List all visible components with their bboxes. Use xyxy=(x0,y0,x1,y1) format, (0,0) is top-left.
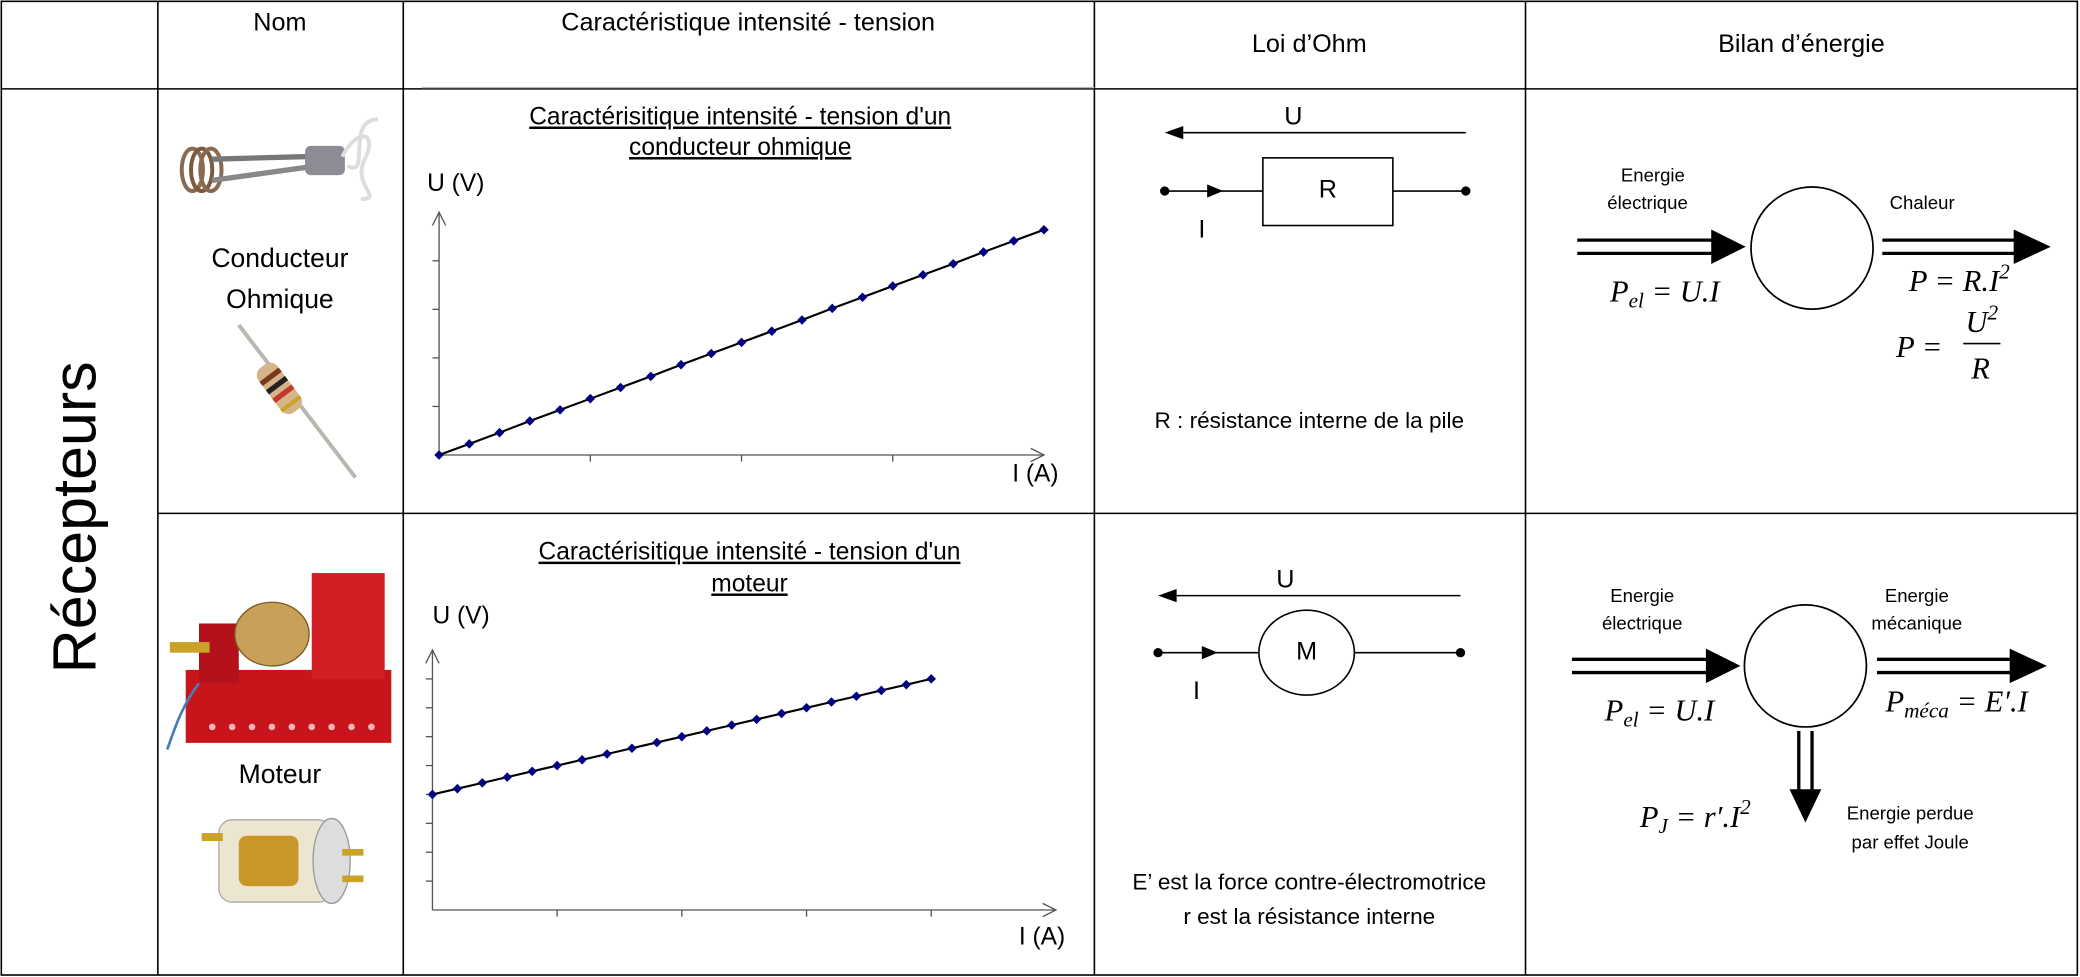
energy-label: Energie xyxy=(1885,585,1949,606)
motor-frame xyxy=(312,573,385,679)
formula-part: P xyxy=(1884,684,1904,718)
energy-label: Energie xyxy=(1610,585,1674,606)
header-cell: Nom xyxy=(253,9,306,37)
formula: PJ = r′.I2 xyxy=(1639,795,1751,838)
energy-label: Energie perdue xyxy=(1847,802,1974,823)
y-axis-label: U (V) xyxy=(427,170,484,197)
document: Nom Caractéristique intensité - tension … xyxy=(0,0,2080,977)
caption: r est la résistance interne xyxy=(1183,904,1435,929)
terminal xyxy=(342,876,363,883)
header-cell: Caractéristique intensité - tension xyxy=(561,9,935,37)
voltage-label: U xyxy=(1276,566,1294,594)
formula-part: P xyxy=(1604,694,1624,728)
energy-label: électrique xyxy=(1602,613,1683,634)
page: Récepteurs html, body { margin: 0; paddi… xyxy=(0,0,2080,977)
row-name: Conducteur xyxy=(211,243,348,273)
header-cell: Loi d’Ohm xyxy=(1252,30,1367,58)
formula-part: = E′.I xyxy=(1949,684,2030,718)
terminal xyxy=(1456,648,1465,657)
terminal xyxy=(1461,186,1470,195)
current-label: I xyxy=(1198,215,1205,243)
motor-body xyxy=(235,602,309,666)
formula: P = xyxy=(1895,330,1950,364)
formula-sub: el xyxy=(1623,708,1638,732)
formula-part: = r′.I xyxy=(1668,800,1742,834)
formula-part: P xyxy=(1609,274,1629,308)
motor-shaft xyxy=(202,833,223,841)
row-group-label: Récepteurs xyxy=(41,361,109,673)
formula-denominator: R xyxy=(1970,351,1990,385)
chart-title: conducteur ohmique xyxy=(629,134,851,161)
body: { "header": ["Nom", "Caractéristique int… xyxy=(0,0,2080,977)
motor-core xyxy=(239,836,299,886)
chart-title: Caractérisitique intensité - tension d'u… xyxy=(529,104,951,131)
motor-shaft xyxy=(170,642,210,653)
formula-sub: méca xyxy=(1904,698,1949,722)
row-name: Moteur xyxy=(239,759,322,789)
formula-sup: 2 xyxy=(1988,300,1999,324)
small-motor-picture xyxy=(202,818,364,903)
formula-sup: 2 xyxy=(1999,259,2010,283)
motor-cap xyxy=(313,818,350,903)
header-cell: Bilan d’énergie xyxy=(1718,30,1885,58)
chart-title: moteur xyxy=(711,570,787,597)
formula: P = R.I2 xyxy=(1908,259,2010,298)
x-axis-label: I (A) xyxy=(1019,923,1065,950)
formula-part: = U.I xyxy=(1639,694,1716,728)
formula-part: P xyxy=(1639,800,1659,834)
chart-title: Caractérisitique intensité - tension d'u… xyxy=(539,539,961,566)
formula-part: P = R.I xyxy=(1908,264,2001,298)
energy-label: électrique xyxy=(1607,192,1688,213)
component-label: R xyxy=(1319,176,1337,204)
energy-label: mécanique xyxy=(1871,613,1962,634)
component-label: M xyxy=(1296,637,1317,665)
row-name: Ohmique xyxy=(226,284,334,314)
voltage-label: U xyxy=(1284,103,1302,131)
formula: Pel = U.I xyxy=(1604,694,1716,732)
handle xyxy=(305,146,345,175)
motor-frame xyxy=(199,623,239,683)
formula-part: U xyxy=(1966,305,1990,339)
terminal xyxy=(342,849,363,856)
y-axis-label: U (V) xyxy=(432,602,489,629)
formula-sub: el xyxy=(1629,288,1644,312)
holes xyxy=(209,724,375,731)
rod xyxy=(212,157,308,160)
energy-label: Chaleur xyxy=(1890,192,1955,213)
energy-label: Energie xyxy=(1621,164,1685,185)
current-label: I xyxy=(1193,677,1200,705)
formula-part: = U.I xyxy=(1644,274,1721,308)
caption: E’ est la force contre-électromotrice xyxy=(1132,869,1486,894)
energy-label: par effet Joule xyxy=(1852,832,1969,853)
formula-sup: 2 xyxy=(1740,795,1751,819)
formula: Pel = U.I xyxy=(1609,274,1721,312)
caption: R : résistance interne de la pile xyxy=(1155,408,1465,433)
x-axis-label: I (A) xyxy=(1012,460,1058,487)
